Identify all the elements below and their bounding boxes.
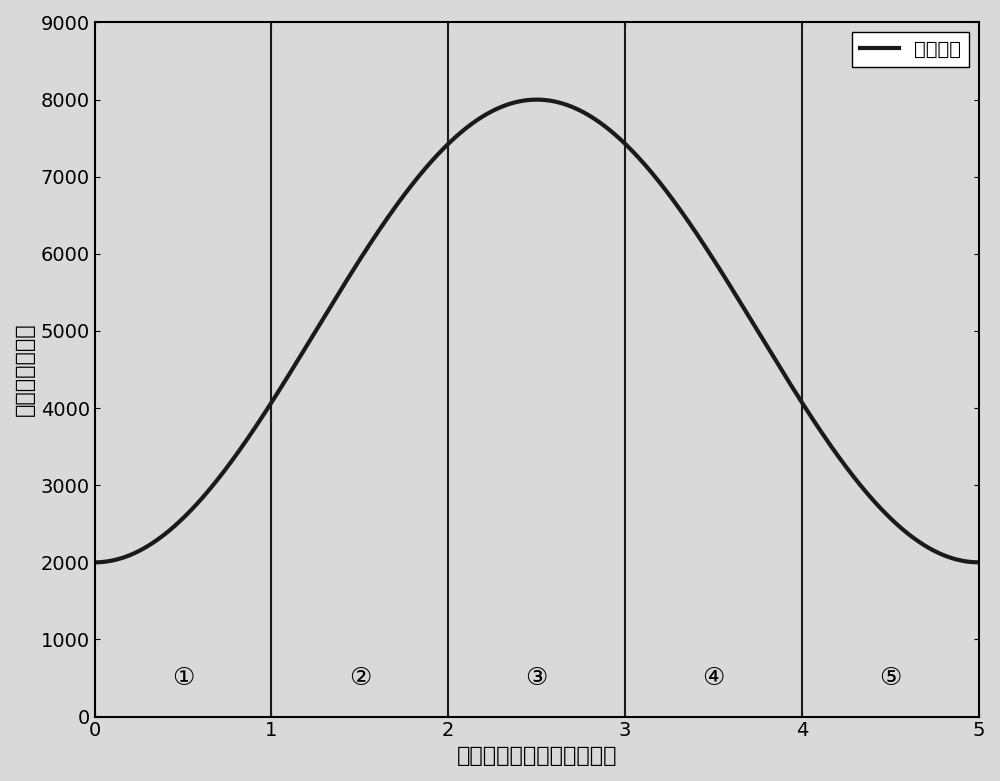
位移曲线 — [179, 512, 191, 521]
Text: ③: ③ — [526, 666, 548, 690]
X-axis label: 分析光栅横向位移（微米）: 分析光栅横向位移（微米） — [456, 746, 617, 766]
Text: ①: ① — [172, 666, 194, 690]
位移曲线 — [697, 238, 709, 248]
Text: ⑤: ⑤ — [879, 666, 902, 690]
位移曲线 — [795, 396, 807, 405]
Y-axis label: 光强（灰度値）: 光强（灰度値） — [15, 323, 35, 416]
位移曲线 — [89, 558, 101, 567]
位移曲线 — [973, 558, 985, 567]
Text: ④: ④ — [702, 666, 725, 690]
位移曲线 — [446, 135, 458, 144]
Line: 位移曲线: 位移曲线 — [95, 100, 979, 562]
位移曲线 — [530, 95, 542, 105]
Text: ②: ② — [349, 666, 371, 690]
Legend: 位移曲线: 位移曲线 — [852, 32, 969, 67]
位移曲线 — [779, 371, 791, 380]
位移曲线 — [478, 111, 490, 120]
